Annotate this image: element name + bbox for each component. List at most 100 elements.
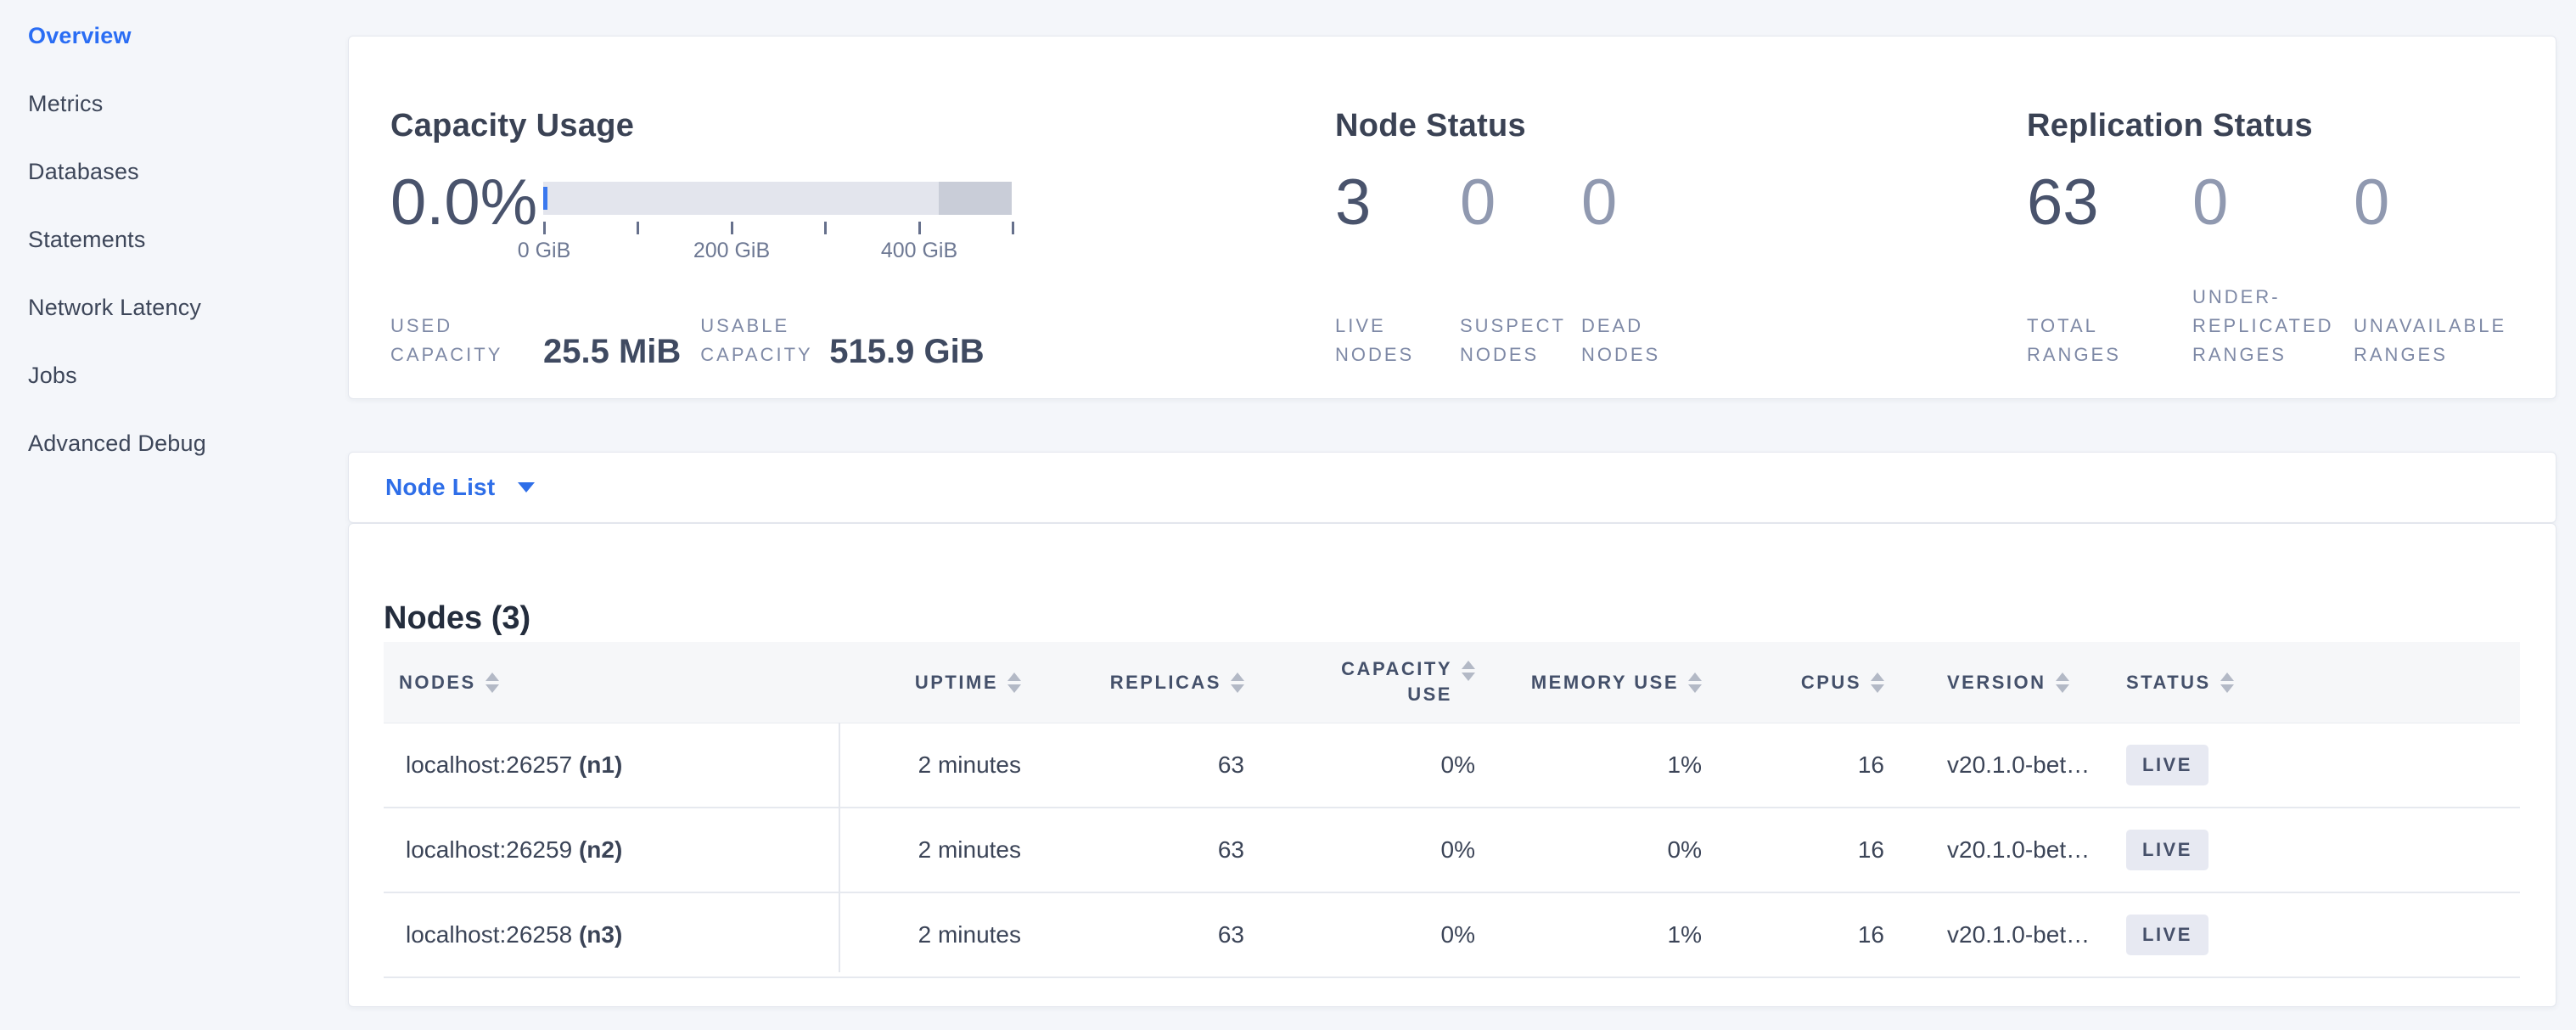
suspect-nodes-count: 0 <box>1460 166 1496 239</box>
gauge-tick <box>1012 222 1014 234</box>
column-header-uptime[interactable]: UPTIME <box>839 642 1038 723</box>
capacity-gauge-reserved-segment <box>939 182 1012 215</box>
dead-nodes-label: DEAD NODES <box>1581 315 1661 365</box>
gauge-tick <box>637 222 639 234</box>
table-row-node-3[interactable]: localhost:26258 (n3) 2 minutes 63 0% 1% … <box>384 893 2520 978</box>
memory-use-cell: 1% <box>1667 751 1702 778</box>
dead-nodes-count: 0 <box>1581 166 1618 239</box>
column-header-cpus[interactable]: CPUS <box>1722 642 1927 723</box>
version-cell: v20.1.0-bet… <box>1947 836 2091 863</box>
uptime-cell: 2 minutes <box>918 751 1021 778</box>
sidebar-item-overview[interactable]: Overview <box>28 22 132 48</box>
table-row-node-2[interactable]: localhost:26259 (n2) 2 minutes 63 0% 0% … <box>384 808 2520 893</box>
capacity-use-cell: 0% <box>1440 836 1475 863</box>
cpus-cell: 16 <box>1857 751 1884 778</box>
suspect-nodes-label: SUSPECT NODES <box>1460 315 1566 365</box>
total-ranges-count: 63 <box>2027 166 2099 239</box>
sidebar-item-metrics[interactable]: Metrics <box>28 90 104 116</box>
caret-down-icon[interactable] <box>518 482 536 492</box>
column-header-nodes[interactable]: NODES <box>384 642 839 723</box>
node-address-cell: localhost:26257 (n1) <box>406 751 623 778</box>
sort-arrows-icon[interactable] <box>1688 672 1702 693</box>
version-cell: v20.1.0-bet… <box>1947 751 2091 778</box>
gauge-tick <box>543 222 546 234</box>
sidebar: Overview Metrics Databases Statements Ne… <box>0 0 348 477</box>
sidebar-item-jobs[interactable]: Jobs <box>28 362 77 388</box>
status-cell: LIVE <box>2106 830 2520 870</box>
gauge-tick <box>731 222 733 234</box>
status-cell: LIVE <box>2106 915 2520 955</box>
view-selector-bar: Node List <box>348 452 2556 523</box>
status-badge: LIVE <box>2126 915 2208 955</box>
node-status-labels: LIVE NODES SUSPECT NODES DEAD NODES <box>1335 312 1675 369</box>
node-status-numbers: 3 0 0 <box>1335 171 1617 235</box>
usable-capacity-label: USABLE CAPACITY <box>700 315 813 365</box>
nodes-table-title: Nodes (3) <box>384 599 531 636</box>
replication-status-labels: TOTAL RANGES UNDER-REPLICATED RANGES UNA… <box>2027 283 2528 369</box>
column-header-version[interactable]: VERSION <box>1927 642 2106 723</box>
sort-arrows-icon[interactable] <box>1871 672 1884 693</box>
node-address-cell: localhost:26258 (n3) <box>406 921 623 948</box>
sort-arrows-icon[interactable] <box>1462 661 1475 681</box>
replicas-cell: 63 <box>1217 751 1244 778</box>
node-address-cell: localhost:26259 (n2) <box>406 836 623 863</box>
sidebar-item-statements[interactable]: Statements <box>28 226 146 252</box>
live-nodes-label: LIVE NODES <box>1335 315 1415 365</box>
cpus-cell: 16 <box>1857 921 1884 948</box>
under-replicated-ranges-label: UNDER-REPLICATED RANGES <box>2192 286 2334 365</box>
capacity-use-cell: 0% <box>1440 751 1475 778</box>
capacity-stats: USED CAPACITY 25.5 MiB USABLE CAPACITY 5… <box>390 312 985 369</box>
capacity-gauge <box>543 182 1012 215</box>
capacity-usage-title: Capacity Usage <box>390 107 635 144</box>
used-capacity-value: 25.5 MiB <box>543 333 682 370</box>
total-ranges-label: TOTAL RANGES <box>2027 315 2121 365</box>
uptime-cell: 2 minutes <box>918 836 1021 863</box>
nodes-table-header: NODES UPTIME REPLICAS CAPACITY USE MEMOR… <box>384 642 2520 723</box>
status-badge: LIVE <box>2126 830 2208 870</box>
sort-arrows-icon[interactable] <box>1007 672 1021 693</box>
live-nodes-count: 3 <box>1335 166 1372 239</box>
gauge-axis-label: 0 GiB <box>517 239 571 262</box>
gauge-tick <box>918 222 921 234</box>
column-header-status[interactable]: STATUS <box>2106 642 2520 723</box>
cluster-summary-panel: Capacity Usage 0.0% 0 GiB 200 GiB 400 Gi… <box>348 36 2556 399</box>
unavailable-ranges-label: UNAVAILABLE RANGES <box>2354 315 2507 365</box>
sort-arrows-icon[interactable] <box>2220 672 2234 693</box>
version-cell: v20.1.0-bet… <box>1947 921 2091 948</box>
memory-use-cell: 0% <box>1667 836 1702 863</box>
node-list-dropdown[interactable]: Node List <box>385 474 496 500</box>
column-header-capacity-use[interactable]: CAPACITY USE <box>1265 642 1496 723</box>
gauge-axis-label: 400 GiB <box>880 239 958 262</box>
replication-status-numbers: 63 0 0 <box>2027 171 2389 235</box>
node-status-title: Node Status <box>1335 107 1526 144</box>
unavailable-ranges-count: 0 <box>2354 166 2390 239</box>
sort-arrows-icon[interactable] <box>485 672 499 693</box>
memory-use-cell: 1% <box>1667 921 1702 948</box>
cpus-cell: 16 <box>1857 836 1884 863</box>
sidebar-item-network-latency[interactable]: Network Latency <box>28 294 202 320</box>
status-cell: LIVE <box>2106 745 2520 785</box>
column-header-memory-use[interactable]: MEMORY USE <box>1496 642 1722 723</box>
gauge-tick <box>824 222 827 234</box>
nodes-panel: Nodes (3) NODES UPTIME REPLICAS CAPACITY… <box>348 523 2556 1007</box>
capacity-use-cell: 0% <box>1440 921 1475 948</box>
capacity-used-percent: 0.0% <box>390 166 538 239</box>
under-replicated-ranges-count: 0 <box>2192 166 2229 239</box>
column-header-replicas[interactable]: REPLICAS <box>1038 642 1265 723</box>
replicas-cell: 63 <box>1217 921 1244 948</box>
sidebar-item-databases[interactable]: Databases <box>28 158 139 184</box>
replicas-cell: 63 <box>1217 836 1244 863</box>
usable-capacity-value: 515.9 GiB <box>829 333 985 370</box>
nodes-column-divider <box>839 723 840 972</box>
table-row-node-1[interactable]: localhost:26257 (n1) 2 minutes 63 0% 1% … <box>384 723 2520 808</box>
gauge-axis-label: 200 GiB <box>693 239 771 262</box>
sidebar-item-advanced-debug[interactable]: Advanced Debug <box>28 430 206 456</box>
nodes-table: NODES UPTIME REPLICAS CAPACITY USE MEMOR… <box>384 642 2520 978</box>
status-badge: LIVE <box>2126 745 2208 785</box>
uptime-cell: 2 minutes <box>918 921 1021 948</box>
sort-arrows-icon[interactable] <box>2055 672 2069 693</box>
capacity-gauge-used-marker <box>543 187 547 210</box>
replication-status-title: Replication Status <box>2027 107 2313 144</box>
used-capacity-label: USED CAPACITY <box>390 315 503 365</box>
sort-arrows-icon[interactable] <box>1231 672 1244 693</box>
